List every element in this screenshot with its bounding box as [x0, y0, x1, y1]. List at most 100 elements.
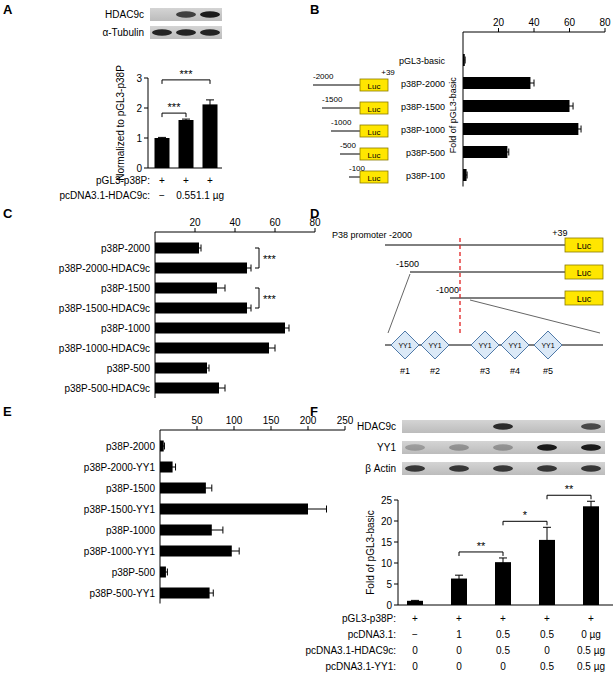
condition-value: 0.5 [496, 645, 510, 656]
luc-label: Luc [368, 128, 381, 137]
error-line [243, 268, 251, 269]
y-tick-label: p38P-1000 [101, 323, 150, 334]
error-line [547, 527, 548, 552]
y-tick-label: 2 [136, 103, 142, 114]
luc-label: Luc [577, 241, 592, 251]
y-tick-label: p38P-1500 [101, 283, 150, 294]
condition-value: 1.1 µg [196, 190, 224, 201]
y-tick [394, 500, 398, 501]
condition-label: pcDNA3.1-HDAC9c: [59, 190, 150, 201]
construct-start-label: -100 [349, 164, 366, 173]
error-cap [225, 385, 226, 392]
error-cap [465, 57, 466, 64]
sig-bracket [259, 288, 260, 308]
y-tick-label: p38P-1000 [401, 125, 445, 135]
error-cap [289, 325, 290, 332]
y-tick-label: p38P-1500-YY1 [84, 504, 156, 515]
error-line [459, 575, 460, 582]
blot-band [493, 444, 513, 450]
bar [155, 363, 207, 374]
condition-value: 0.5 µg [577, 645, 605, 656]
site-number: #3 [480, 366, 490, 376]
luc-box [360, 102, 388, 114]
y-tick-label: 0 [386, 600, 392, 611]
error-line [281, 328, 289, 329]
blot-label: α-Tubulin [102, 27, 144, 38]
blot-band [200, 11, 220, 17]
bar [155, 138, 170, 168]
blot-band [581, 465, 601, 471]
error-cap [206, 99, 214, 100]
panel-label: A [3, 2, 13, 17]
figure: ABCEFHDAC9cα-Tubulin0123Normalized to pG… [0, 0, 615, 699]
luc-box [565, 238, 603, 252]
condition-value: + [500, 613, 506, 624]
sig-text: *** [263, 253, 277, 265]
error-cap [182, 119, 190, 120]
y-tick [144, 78, 148, 79]
error-bar [543, 527, 551, 552]
condition-value: + [159, 175, 165, 186]
error-cap [222, 527, 223, 534]
error-cap [158, 137, 166, 138]
error-bar [499, 558, 507, 566]
luc-box [565, 265, 603, 279]
condition-value: 0.5 [540, 629, 554, 640]
blot-label: β Actin [365, 463, 396, 474]
x-tick-label: 100 [226, 415, 243, 426]
x-tick-label: 60 [564, 17, 576, 28]
error-cap [201, 245, 202, 252]
y-tick-label: 3 [136, 73, 142, 84]
x-tick [275, 228, 276, 232]
error-bar [243, 265, 251, 272]
y-tick-label: p38P-100 [406, 171, 445, 181]
error-cap [167, 569, 168, 576]
x-axis-label: Fold of pGL3-basic [448, 77, 458, 154]
condition-label: pcDNA3.1-HDAC9c: [305, 645, 396, 656]
y-tick-label: p38P-1500-HDAC9c [59, 303, 150, 314]
y-axis-label: Fold of pGL3-basic [365, 510, 376, 595]
x-axis [160, 430, 345, 431]
x-tick [345, 426, 346, 430]
error-cap [573, 103, 574, 110]
x-tick [605, 28, 606, 32]
panel-label: E [3, 404, 12, 419]
x-tick-label: 40 [528, 17, 540, 28]
site-number: #2 [430, 366, 440, 376]
sig-bracket [162, 113, 163, 117]
y-tick-label: p38P-1000 [106, 525, 155, 536]
luc-label: Luc [577, 268, 592, 278]
error-bar [182, 119, 190, 121]
blot-band [405, 465, 425, 471]
error-line [224, 551, 239, 552]
bar [451, 579, 467, 605]
y-tick-label: p38P-1000-HDAC9c [59, 343, 150, 354]
blot-strip [402, 420, 605, 433]
error-bar [205, 365, 209, 372]
bar [583, 506, 599, 605]
error-cap [251, 305, 252, 312]
sig-text: *** [263, 293, 277, 305]
y-tick [394, 521, 398, 522]
sig-bracket [255, 268, 259, 269]
promoter-line [410, 272, 565, 273]
x-tick-label: 200 [300, 415, 317, 426]
error-bar [209, 285, 225, 292]
error-line [503, 558, 504, 566]
x-tick [271, 426, 272, 430]
bar [160, 483, 206, 494]
error-bar [164, 569, 167, 576]
x-tick [195, 228, 196, 232]
y-tick-label: 15 [381, 537, 393, 548]
x-tick [534, 28, 535, 32]
x-tick-label: 250 [337, 415, 354, 426]
region-marker [459, 238, 460, 333]
sig-bracket [186, 113, 187, 117]
sig-bracket [259, 248, 260, 268]
condition-value: 0 [544, 645, 550, 656]
y-tick-label: 0 [136, 163, 142, 174]
sig-bracket [503, 552, 504, 556]
error-cap [239, 548, 240, 555]
error-cap [251, 265, 252, 272]
y-tick [144, 138, 148, 139]
